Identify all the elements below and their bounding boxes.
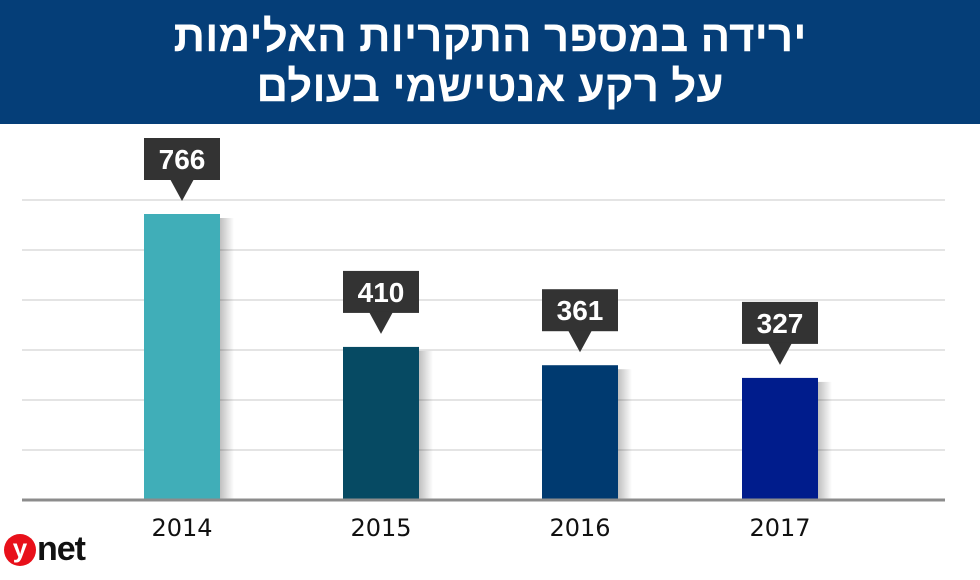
x-tick-label: 2015	[350, 514, 411, 542]
bar-2016	[542, 365, 618, 500]
ynet-logo-text: net	[37, 530, 86, 568]
chart-title-line-1: ירידה במספר התקריות האלימות	[173, 12, 807, 61]
data-label: 361	[557, 295, 604, 326]
data-label: 327	[757, 308, 804, 339]
data-label: 410	[358, 277, 405, 308]
bar-shadow	[220, 218, 234, 500]
data-label-box	[343, 270, 419, 313]
bar-2015	[343, 346, 419, 500]
ynet-logo: y net	[4, 530, 86, 569]
chart-header: ירידה במספר התקריות האלימות על רקע אנטיש…	[0, 0, 980, 124]
bar-shadow	[419, 350, 433, 500]
data-label-pointer	[768, 342, 792, 365]
data-label-pointer	[369, 311, 393, 334]
data-label-pointer	[170, 179, 194, 201]
bar-2017	[742, 377, 818, 500]
bar-shadow	[618, 369, 632, 500]
data-label-box	[144, 138, 220, 180]
data-label: 766	[159, 144, 206, 175]
data-label-pointer	[568, 330, 592, 353]
x-tick-label: 2017	[749, 514, 810, 542]
x-tick-label: 2016	[549, 514, 610, 542]
data-label-box	[742, 301, 818, 344]
chart-title-line-2: על רקע אנטישמי בעולם	[256, 62, 724, 111]
bar-shadow	[818, 381, 832, 500]
data-label-box	[542, 289, 618, 332]
ynet-logo-y-mark: y	[4, 533, 36, 566]
x-tick-label: 2014	[151, 514, 212, 542]
bar-2014	[144, 214, 220, 500]
